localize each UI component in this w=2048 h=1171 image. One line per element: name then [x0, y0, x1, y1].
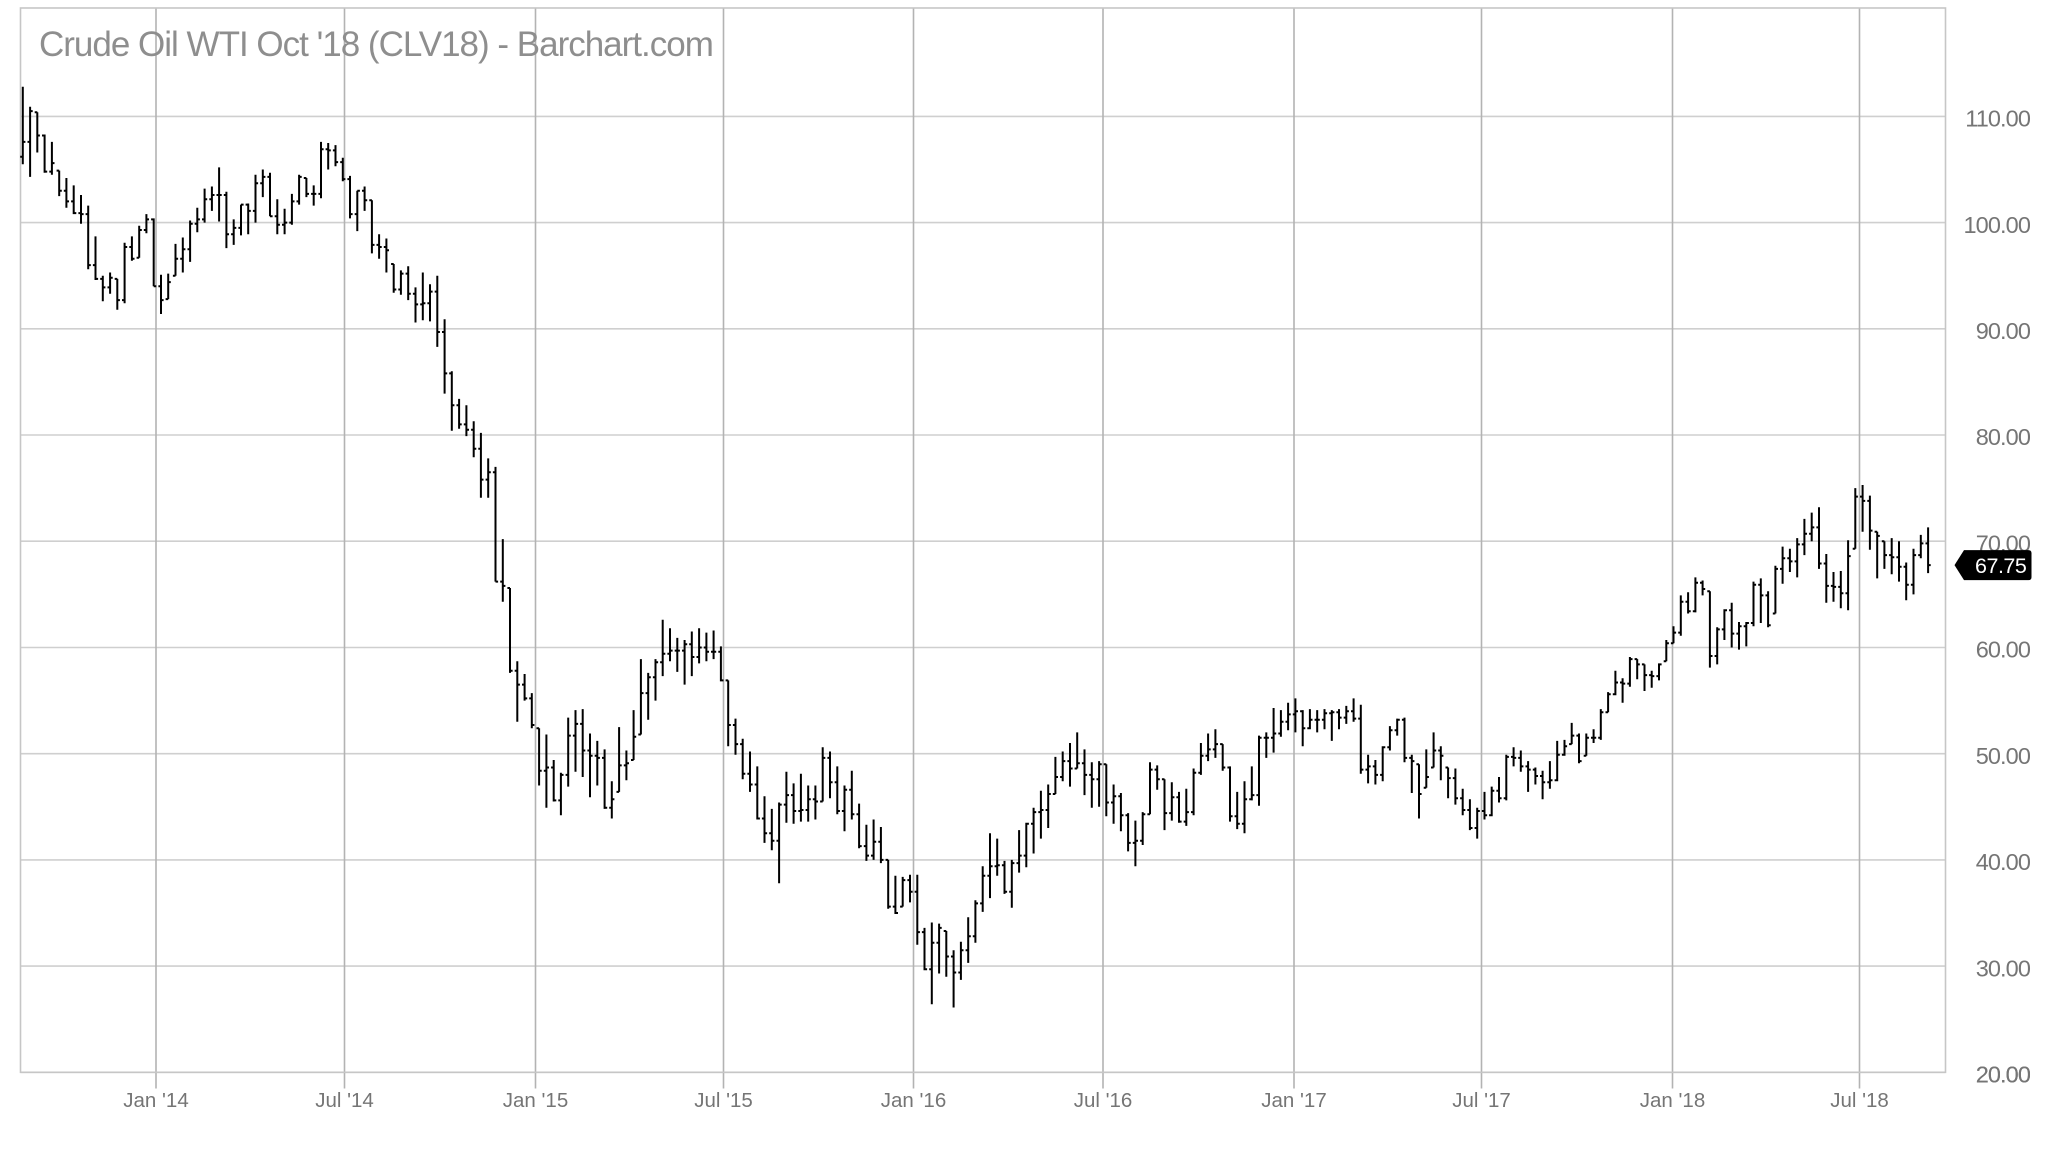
- svg-text:Jul '14: Jul '14: [315, 1089, 374, 1112]
- svg-text:Jul '18: Jul '18: [1830, 1089, 1889, 1112]
- svg-text:40.00: 40.00: [1976, 849, 2031, 875]
- svg-text:Jan '14: Jan '14: [123, 1089, 188, 1112]
- svg-text:20.00: 20.00: [1976, 1062, 2031, 1088]
- svg-text:Jan '16: Jan '16: [881, 1089, 946, 1112]
- svg-text:Jul '16: Jul '16: [1074, 1089, 1133, 1112]
- svg-text:Jan '17: Jan '17: [1261, 1089, 1326, 1112]
- svg-text:Jul '15: Jul '15: [694, 1089, 753, 1112]
- svg-text:80.00: 80.00: [1976, 424, 2031, 450]
- svg-text:Jul '17: Jul '17: [1452, 1089, 1511, 1112]
- svg-text:30.00: 30.00: [1976, 955, 2031, 981]
- svg-text:Jan '15: Jan '15: [503, 1089, 568, 1112]
- svg-text:90.00: 90.00: [1976, 318, 2031, 344]
- svg-text:Crude Oil WTI Oct '18 (CLV18): Crude Oil WTI Oct '18 (CLV18) - Barchart…: [39, 25, 713, 64]
- svg-text:20.00: 20.00: [1976, 1062, 2031, 1088]
- svg-text:Jan '18: Jan '18: [1640, 1089, 1705, 1112]
- svg-text:67.75: 67.75: [1975, 554, 2027, 578]
- svg-text:110.00: 110.00: [1965, 106, 2031, 132]
- svg-text:100.00: 100.00: [1964, 212, 2031, 238]
- svg-text:60.00: 60.00: [1976, 637, 2031, 663]
- svg-text:50.00: 50.00: [1976, 743, 2031, 769]
